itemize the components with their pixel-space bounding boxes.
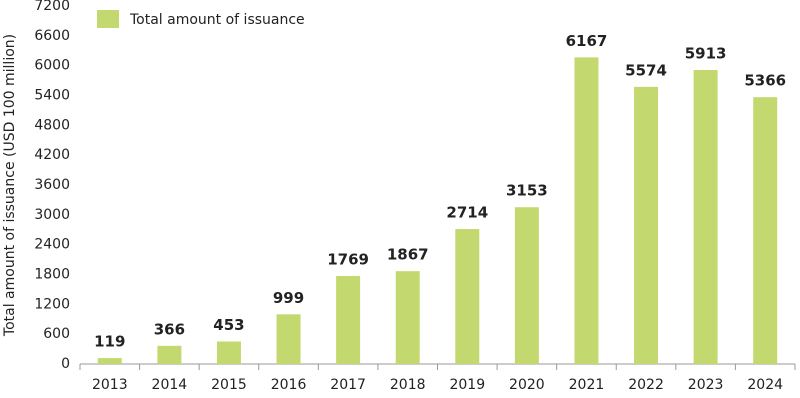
value-label: 1769 xyxy=(327,251,369,269)
y-tick-label: 5400 xyxy=(34,88,70,104)
y-tick-label: 4200 xyxy=(34,147,70,163)
y-tick-label: 6600 xyxy=(34,28,70,44)
bar xyxy=(693,69,718,365)
bar xyxy=(514,207,539,364)
x-tick-label: 2020 xyxy=(509,377,545,393)
x-tick-label: 2015 xyxy=(211,377,247,393)
y-axis-label: Total amount of issuance (USD 100 millio… xyxy=(2,34,18,337)
y-tick-label: 0 xyxy=(61,356,70,372)
y-tick-label: 3600 xyxy=(34,177,70,193)
bar xyxy=(574,57,599,364)
value-label: 999 xyxy=(273,289,304,307)
x-tick-label: 2021 xyxy=(569,377,605,393)
bar xyxy=(336,276,361,364)
x-tick-label: 2023 xyxy=(688,377,724,393)
y-tick-label: 3000 xyxy=(34,207,70,223)
y-tick-label: 1800 xyxy=(34,267,70,283)
value-label: 2714 xyxy=(446,204,488,222)
x-tick-label: 2018 xyxy=(390,377,426,393)
bar xyxy=(753,97,778,364)
value-label: 5574 xyxy=(625,61,667,79)
value-label: 5913 xyxy=(685,44,727,62)
bar xyxy=(157,345,182,364)
bar xyxy=(216,341,241,364)
value-label: 119 xyxy=(94,333,125,351)
x-tick-label: 2024 xyxy=(747,377,783,393)
y-tick-label: 1200 xyxy=(34,296,70,312)
value-label: 5366 xyxy=(744,72,786,90)
legend-label: Total amount of issuance xyxy=(129,12,305,28)
value-label: 366 xyxy=(154,320,185,338)
x-tick-label: 2017 xyxy=(330,377,366,393)
value-label: 6167 xyxy=(566,32,608,50)
legend-swatch xyxy=(97,10,119,28)
y-tick-label: 2400 xyxy=(34,237,70,253)
x-tick-label: 2013 xyxy=(92,377,128,393)
bar xyxy=(455,229,480,364)
y-tick-label: 4800 xyxy=(34,117,70,133)
y-tick-label: 600 xyxy=(43,326,70,342)
bar xyxy=(276,314,301,364)
y-tick-label: 6000 xyxy=(34,58,70,74)
value-label: 3153 xyxy=(506,182,548,200)
bar xyxy=(97,358,122,364)
bar xyxy=(634,86,659,365)
x-tick-label: 2014 xyxy=(152,377,188,393)
x-tick-label: 2016 xyxy=(271,377,307,393)
bar xyxy=(395,271,420,364)
y-tick-label: 7200 xyxy=(34,0,70,14)
value-label: 1867 xyxy=(387,246,429,264)
x-tick-label: 2019 xyxy=(449,377,485,393)
x-tick-label: 2022 xyxy=(628,377,664,393)
value-label: 453 xyxy=(213,316,244,334)
